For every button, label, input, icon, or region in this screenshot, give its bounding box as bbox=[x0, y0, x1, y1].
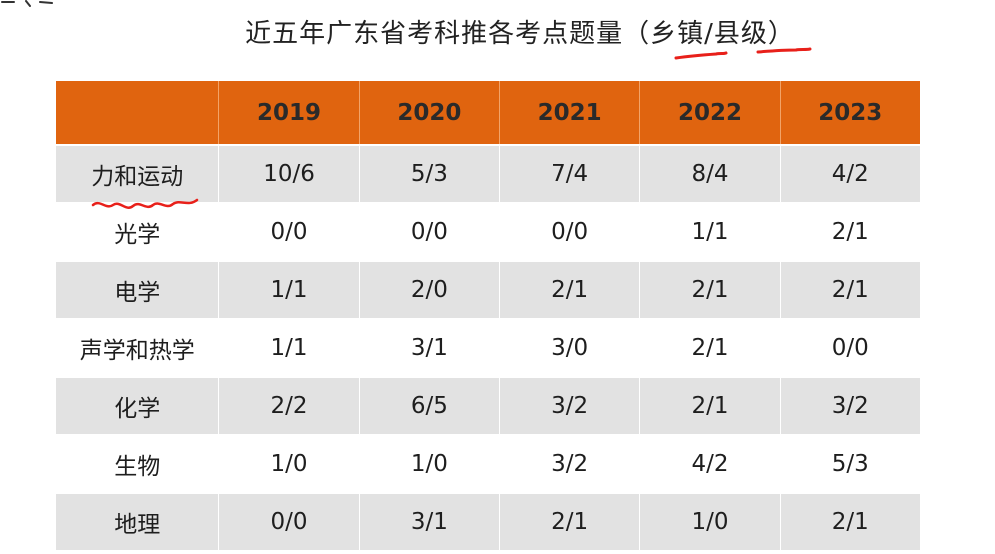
value-cell: 5/3 bbox=[779, 434, 920, 492]
value-cell: 2/1 bbox=[779, 202, 920, 260]
topic-cell: 化学 bbox=[56, 376, 219, 434]
table-row: 生物 1/0 1/0 3/2 4/2 5/3 bbox=[56, 434, 920, 492]
value-cell: 4/2 bbox=[779, 144, 920, 202]
value-cell: 2/1 bbox=[639, 318, 780, 376]
value-cell: 3/2 bbox=[499, 376, 640, 434]
value-cell: 2/1 bbox=[499, 492, 640, 550]
table-row: 电学 1/1 2/0 2/1 2/1 2/1 bbox=[56, 260, 920, 318]
question-count-table: 2019 2020 2021 2022 2023 力和运动 10/6 5/3 7… bbox=[56, 81, 920, 550]
value-cell: 0/0 bbox=[499, 202, 640, 260]
value-cell: 2/1 bbox=[779, 492, 920, 550]
table-row: 化学 2/2 6/5 3/2 2/1 3/2 bbox=[56, 376, 920, 434]
value-cell: 2/1 bbox=[499, 260, 640, 318]
table-header-row: 2019 2020 2021 2022 2023 bbox=[56, 81, 920, 144]
value-cell: 3/2 bbox=[779, 376, 920, 434]
topic-cell: 力和运动 bbox=[56, 144, 219, 202]
value-cell: 10/6 bbox=[218, 144, 359, 202]
value-cell: 2/2 bbox=[218, 376, 359, 434]
value-cell: 1/1 bbox=[218, 318, 359, 376]
value-cell: 0/0 bbox=[218, 492, 359, 550]
topic-cell: 地理 bbox=[56, 492, 219, 550]
value-cell: 3/2 bbox=[499, 434, 640, 492]
value-cell: 3/1 bbox=[358, 492, 499, 550]
value-cell: 1/0 bbox=[639, 492, 780, 550]
value-cell: 3/0 bbox=[499, 318, 640, 376]
value-cell: 3/1 bbox=[358, 318, 499, 376]
header-year-cell: 2019 bbox=[218, 81, 359, 144]
value-cell: 0/0 bbox=[218, 202, 359, 260]
value-cell: 0/0 bbox=[358, 202, 499, 260]
value-cell: 1/1 bbox=[639, 202, 780, 260]
table-row: 声学和热学 1/1 3/1 3/0 2/1 0/0 bbox=[56, 318, 920, 376]
value-cell: 7/4 bbox=[499, 144, 640, 202]
header-year-cell: 2021 bbox=[499, 81, 640, 144]
value-cell: 0/0 bbox=[779, 318, 920, 376]
header-year-cell: 2022 bbox=[639, 81, 780, 144]
value-cell: 1/1 bbox=[218, 260, 359, 318]
header-corner-cell bbox=[56, 81, 219, 144]
table-row: 力和运动 10/6 5/3 7/4 8/4 4/2 bbox=[56, 144, 920, 202]
value-cell: 2/1 bbox=[639, 260, 780, 318]
header-year-cell: 2020 bbox=[358, 81, 499, 144]
table-row: 地理 0/0 3/1 2/1 1/0 2/1 bbox=[56, 492, 920, 550]
header-year-cell: 2023 bbox=[779, 81, 920, 144]
value-cell: 2/0 bbox=[358, 260, 499, 318]
value-cell: 2/1 bbox=[639, 376, 780, 434]
value-cell: 1/0 bbox=[218, 434, 359, 492]
value-cell: 1/0 bbox=[358, 434, 499, 492]
corner-ink-mark bbox=[1, 0, 53, 7]
table-row: 光学 0/0 0/0 0/0 1/1 2/1 bbox=[56, 202, 920, 260]
topic-cell: 生物 bbox=[56, 434, 219, 492]
value-cell: 5/3 bbox=[358, 144, 499, 202]
value-cell: 8/4 bbox=[639, 144, 780, 202]
value-cell: 6/5 bbox=[358, 376, 499, 434]
topic-cell: 声学和热学 bbox=[56, 318, 219, 376]
page-title: 近五年广东省考科推各考点题量（乡镇/县级） bbox=[245, 19, 795, 49]
topic-cell: 电学 bbox=[56, 260, 219, 318]
value-cell: 4/2 bbox=[639, 434, 780, 492]
value-cell: 2/1 bbox=[779, 260, 920, 318]
topic-cell: 光学 bbox=[56, 202, 219, 260]
